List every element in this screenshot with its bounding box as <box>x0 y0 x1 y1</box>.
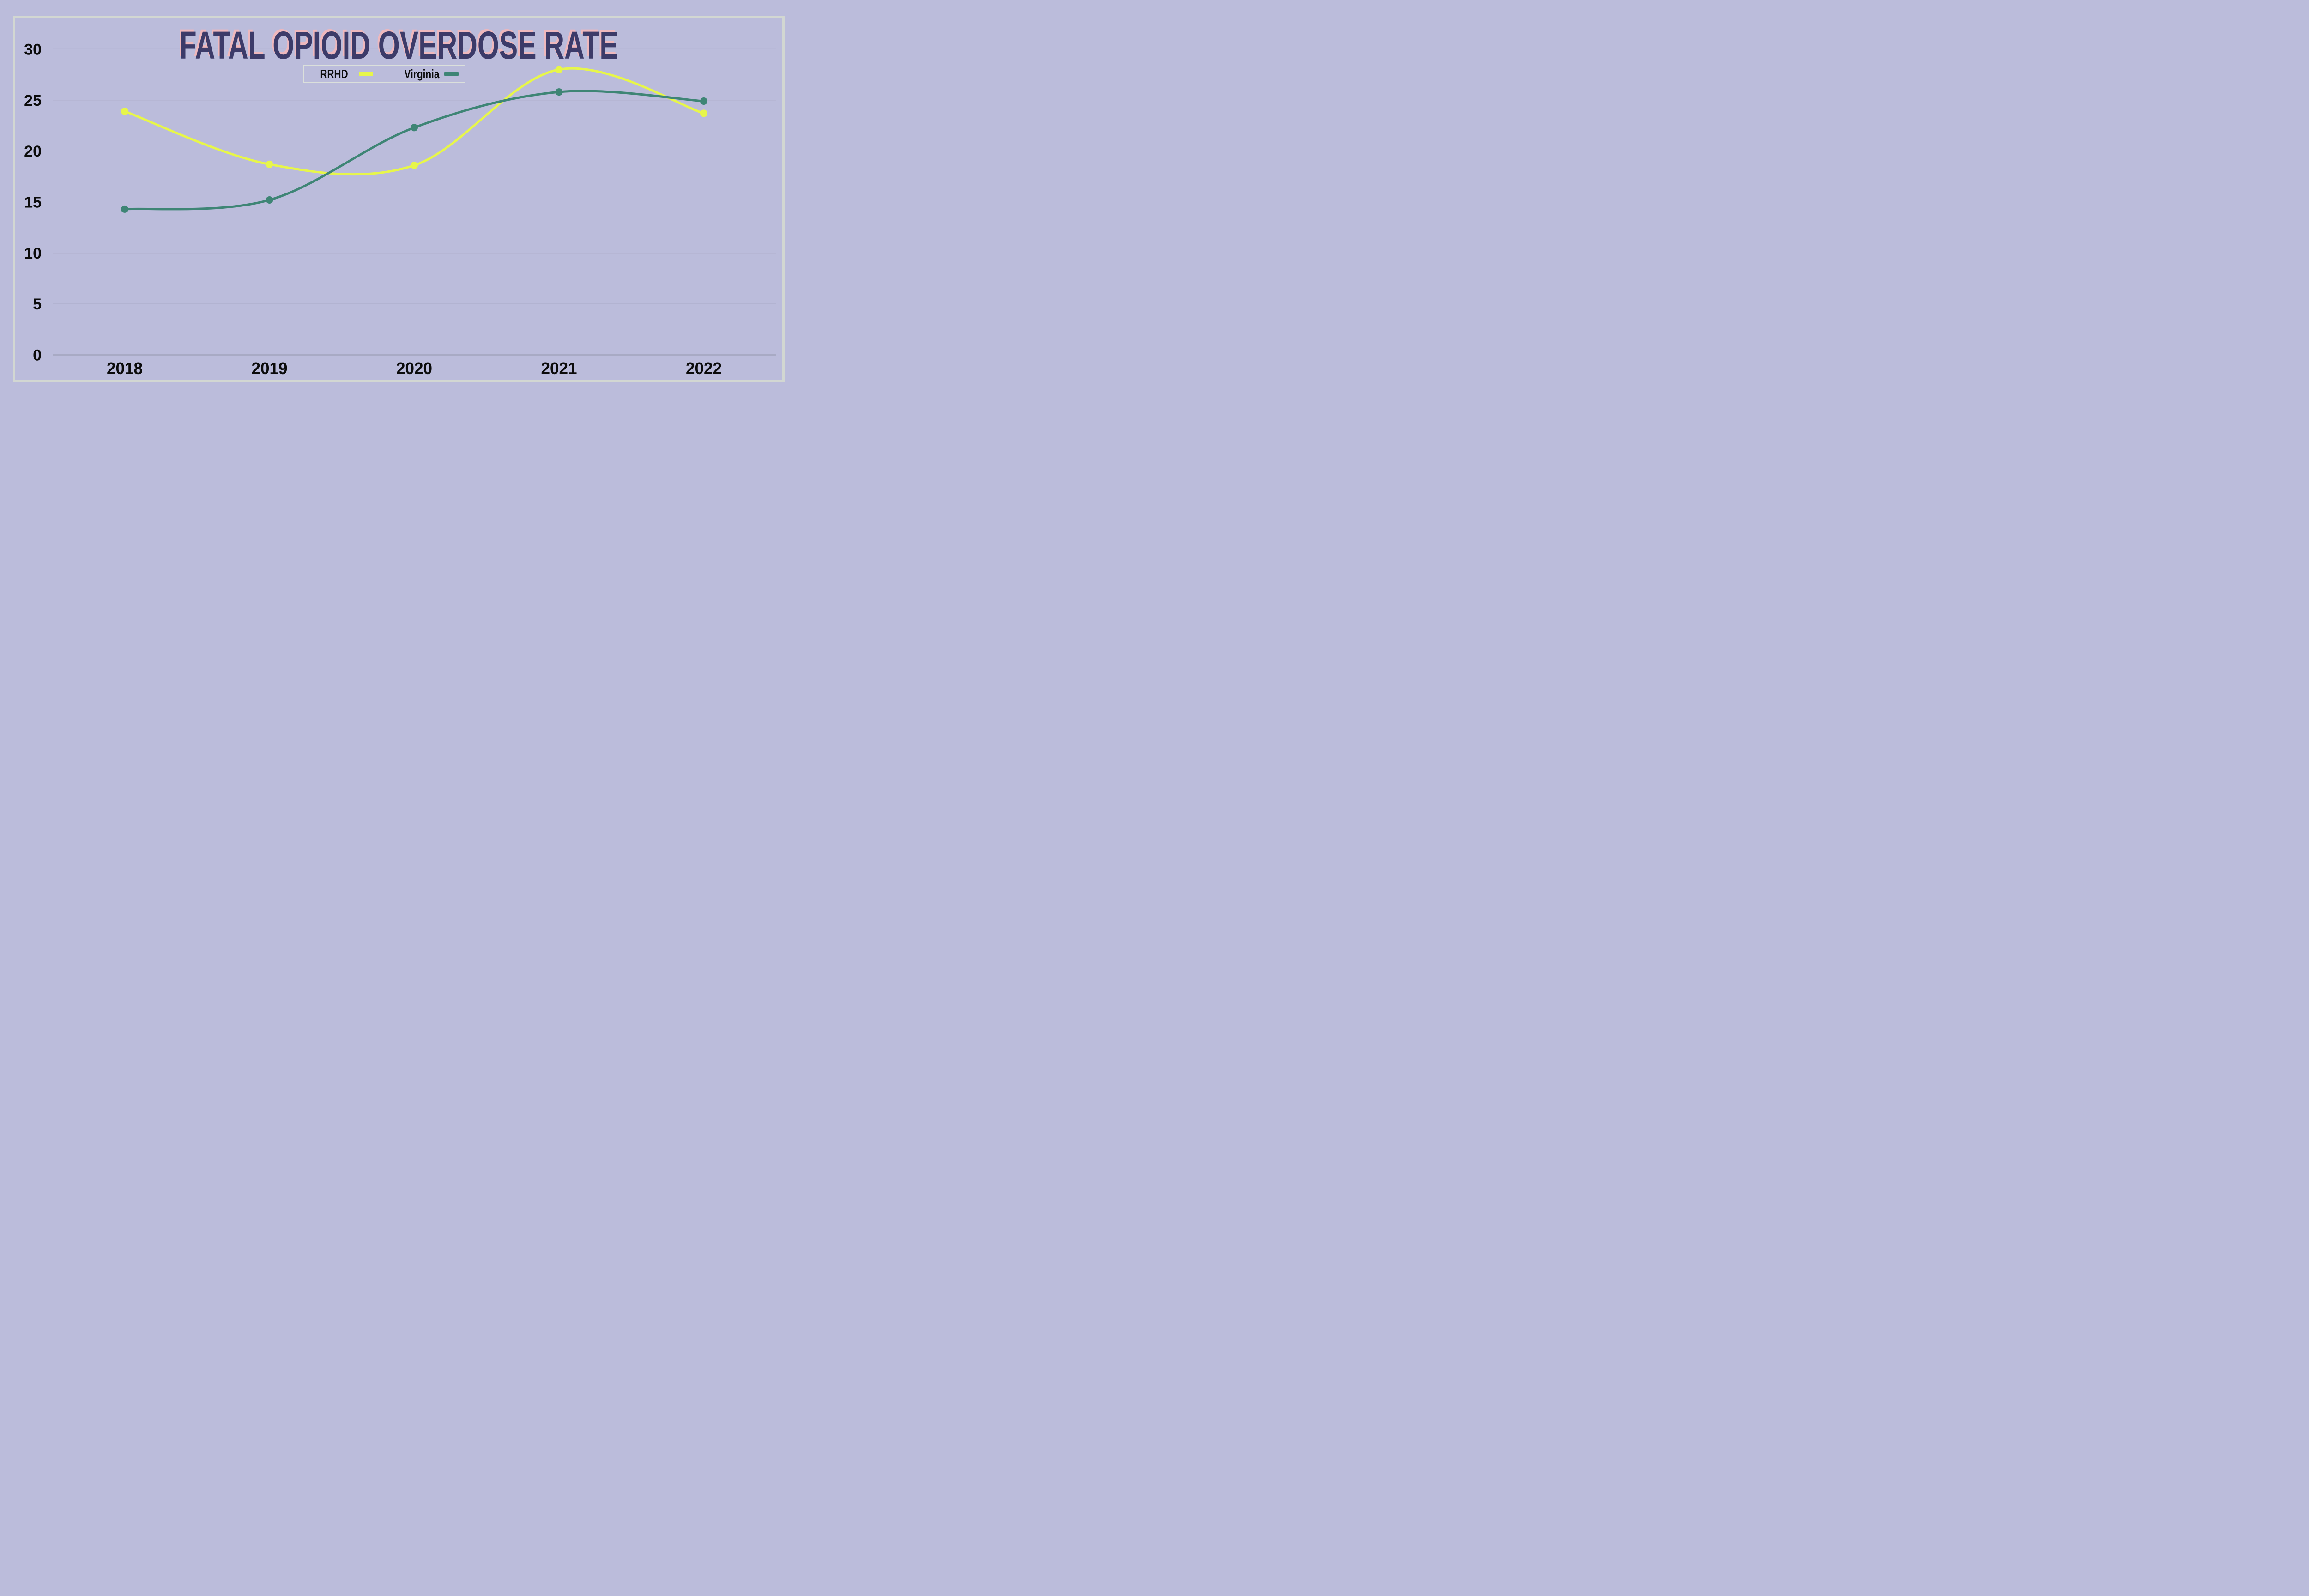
chart-frame-border <box>13 16 785 382</box>
chart-title: FATAL OPIOID OVERDOSE RATE <box>0 24 798 67</box>
legend-swatch-virginia <box>444 72 459 76</box>
y-tick-label-5: 5 <box>33 296 42 313</box>
x-tick-label-2021: 2021 <box>541 359 577 378</box>
data-point-rrhd-2021 <box>555 66 563 73</box>
data-point-rrhd-2022 <box>700 109 707 117</box>
x-tick-label-2019: 2019 <box>252 359 288 378</box>
data-point-virginia-2020 <box>411 124 418 132</box>
y-tick-label-10: 10 <box>24 245 42 262</box>
data-point-rrhd-2019 <box>266 160 273 168</box>
series-line-virginia <box>123 90 705 211</box>
y-tick-label-0: 0 <box>33 347 42 364</box>
chart-canvas: 0 5 10 15 20 25 30 2018 2019 2020 2021 2022 FATAL O… <box>0 0 798 399</box>
legend-swatch-rrhd <box>359 72 373 76</box>
legend: RRHD Virginia <box>303 65 465 83</box>
chart-title-text: FATAL OPIOID OVERDOSE RATE <box>180 24 618 67</box>
data-point-virginia-2022 <box>700 97 707 105</box>
plot-svg: 0 5 10 15 20 25 30 2018 2019 2020 2021 2022 <box>24 41 776 378</box>
y-tick-label-30: 30 <box>24 41 42 58</box>
x-tick-label-2020: 2020 <box>396 359 432 378</box>
legend-label-rrhd: RRHD <box>320 67 348 81</box>
y-tick-label-15: 15 <box>24 193 42 211</box>
y-tick-label-20: 20 <box>24 143 42 160</box>
x-tick-label-2022: 2022 <box>686 359 722 378</box>
data-point-virginia-2019 <box>266 196 273 204</box>
series-line-rrhd <box>123 67 705 176</box>
legend-label-virginia: Virginia <box>404 67 440 81</box>
data-point-rrhd-2020 <box>411 162 418 169</box>
data-point-virginia-2018 <box>121 205 128 213</box>
data-point-virginia-2021 <box>555 88 563 96</box>
y-tick-label-25: 25 <box>24 92 42 109</box>
x-tick-label-2018: 2018 <box>107 359 143 378</box>
data-point-rrhd-2018 <box>121 108 128 115</box>
